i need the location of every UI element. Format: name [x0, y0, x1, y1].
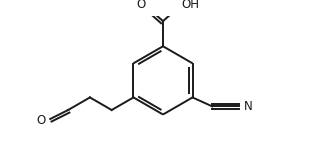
Text: O: O — [37, 114, 46, 127]
Text: N: N — [244, 100, 253, 113]
Text: O: O — [137, 0, 146, 11]
Text: OH: OH — [181, 0, 199, 11]
